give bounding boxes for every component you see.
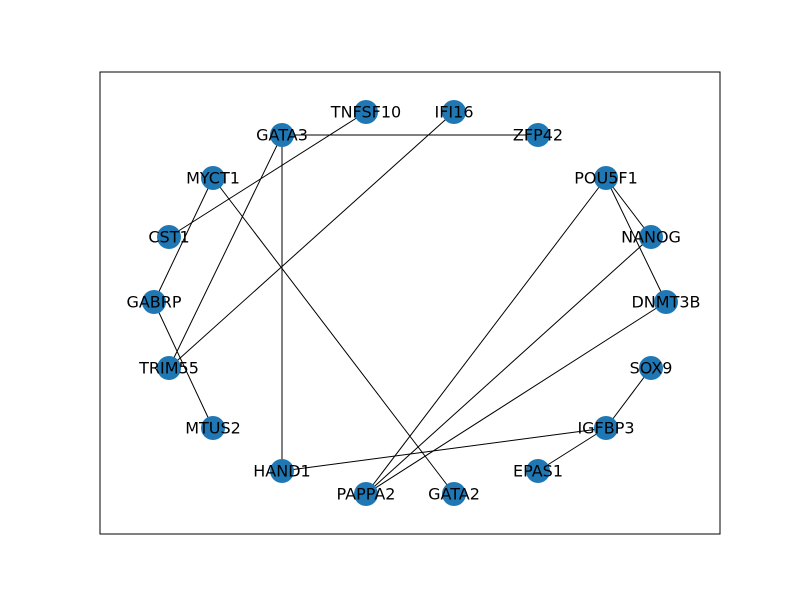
- edge-tnfsf10-cst1: [168, 111, 367, 238]
- edge-myct1-gata2: [212, 177, 455, 495]
- node-epas1: EPAS1: [513, 459, 563, 483]
- edge-igfbp3-epas1: [537, 427, 607, 472]
- node-hand1: HAND1: [253, 459, 311, 483]
- node-myct1: MYCT1: [186, 166, 240, 190]
- node-circle: [526, 459, 550, 483]
- node-label: ZFP42: [513, 126, 563, 145]
- node-circle: [594, 416, 618, 440]
- node-label: TNFSF10: [330, 103, 401, 122]
- node-circle: [201, 416, 225, 440]
- node-mtus2: MTUS2: [185, 416, 241, 440]
- edge-ifi16-trim55: [168, 111, 455, 369]
- node-cst1: CST1: [148, 225, 190, 249]
- node-sox9: SOX9: [630, 356, 673, 380]
- node-label: GATA3: [256, 126, 308, 145]
- node-nanog: NANOG: [621, 225, 681, 249]
- node-zfp42: ZFP42: [513, 123, 563, 147]
- node-circle: [142, 290, 166, 314]
- node-label: MYCT1: [186, 169, 240, 188]
- node-circle: [270, 459, 294, 483]
- edge-pou5f1-nanog: [605, 177, 652, 238]
- node-circle: [354, 100, 378, 124]
- edge-gabrp-mtus2: [153, 301, 214, 429]
- node-circle: [654, 290, 678, 314]
- node-label: MTUS2: [185, 419, 241, 438]
- node-label: GATA2: [428, 485, 480, 504]
- node-tnfsf10: TNFSF10: [330, 100, 401, 124]
- node-circle: [639, 225, 663, 249]
- node-gata3: GATA3: [256, 123, 308, 147]
- edge-pou5f1-pappa2: [365, 177, 607, 495]
- edge-dnmt3b-pappa2: [365, 301, 667, 495]
- node-circle: [354, 482, 378, 506]
- edges-layer: [153, 111, 667, 495]
- node-pou5f1: POU5F1: [574, 166, 638, 190]
- edge-myct1-gabrp: [153, 177, 214, 303]
- node-trim55: TRIM55: [138, 356, 199, 380]
- node-gabrp: GABRP: [126, 290, 182, 314]
- node-circle: [201, 166, 225, 190]
- node-label: PAPPA2: [337, 485, 396, 504]
- nodes-layer: GATA3 TNFSF10 IFI16 ZFP42 POU5F1 NANOG DNMT3B S…: [126, 100, 701, 506]
- edge-pou5f1-dnmt3b: [605, 177, 667, 303]
- edge-gata3-trim55: [168, 134, 283, 369]
- node-circle: [526, 123, 550, 147]
- node-circle: [442, 100, 466, 124]
- node-label: CST1: [148, 228, 189, 247]
- node-label: SOX9: [630, 359, 673, 378]
- node-circle: [442, 482, 466, 506]
- node-label: HAND1: [253, 462, 310, 481]
- node-dnmt3b: DNMT3B: [631, 290, 701, 314]
- node-circle: [639, 356, 663, 380]
- node-label: NANOG: [621, 228, 681, 247]
- node-label: IGFBP3: [577, 419, 634, 438]
- edge-igfbp3-hand1: [281, 427, 607, 472]
- edge-sox9-igfbp3: [605, 367, 652, 429]
- node-label: TRIM55: [138, 359, 199, 378]
- node-pappa2: PAPPA2: [337, 482, 396, 506]
- node-label: IFI16: [435, 103, 474, 122]
- node-circle: [270, 123, 294, 147]
- node-circle: [157, 225, 181, 249]
- node-label: GABRP: [126, 293, 181, 312]
- edge-nanog-pappa2: [365, 236, 652, 495]
- node-circle: [157, 356, 181, 380]
- node-label: POU5F1: [574, 169, 638, 188]
- node-label: EPAS1: [513, 462, 563, 481]
- node-circle: [594, 166, 618, 190]
- node-ifi16: IFI16: [435, 100, 474, 124]
- plot-frame: [99, 71, 721, 535]
- node-gata2: GATA2: [428, 482, 480, 506]
- node-igfbp3: IGFBP3: [577, 416, 635, 440]
- node-label: DNMT3B: [631, 293, 700, 312]
